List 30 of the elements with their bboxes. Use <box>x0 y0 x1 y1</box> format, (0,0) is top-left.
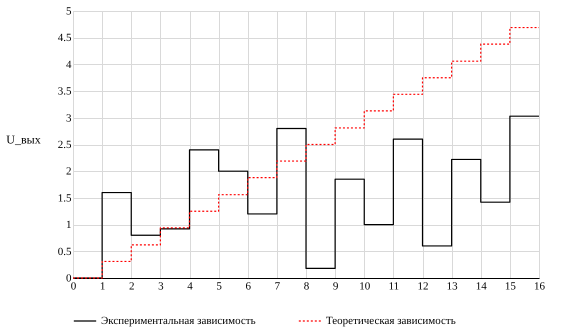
x-tick-label: 4 <box>187 280 194 292</box>
x-tick-label: 9 <box>332 280 339 292</box>
legend-label: Теоретическая зависимость <box>326 315 456 327</box>
x-tick-label: 14 <box>476 280 488 292</box>
x-tick-label: 16 <box>534 280 546 292</box>
y-tick-label: 2.5 <box>58 139 72 151</box>
x-tick-label: 8 <box>304 280 310 292</box>
x-tick-label: 15 <box>504 280 516 292</box>
y-tick-label: 1.5 <box>58 192 72 204</box>
legend-label: Экспериментальная зависимость <box>101 315 256 327</box>
x-tick-label: 1 <box>100 280 106 292</box>
x-tick-label: 11 <box>388 280 400 292</box>
y-tick-label: 3 <box>66 112 72 124</box>
y-tick-label: 4 <box>66 58 72 71</box>
x-tick-label: 3 <box>158 280 164 292</box>
x-tick-label: 12 <box>418 280 428 292</box>
y-tick-label: 2 <box>66 166 72 178</box>
x-tick-label: 5 <box>216 280 222 292</box>
x-tick-label: 13 <box>446 280 458 292</box>
x-tick-label: 6 <box>246 280 252 292</box>
y-tick-label: 1 <box>66 219 72 232</box>
y-axis-title: U_вых <box>6 132 41 146</box>
y-tick-label: 5 <box>66 6 72 18</box>
x-tick-label: 7 <box>274 280 281 292</box>
y-tick-label: 0 <box>66 272 72 284</box>
x-tick-label: 2 <box>129 280 134 292</box>
x-tick-label: 10 <box>359 280 371 292</box>
y-tick-label: 0.5 <box>58 246 72 258</box>
y-tick-label: 4.5 <box>58 32 72 44</box>
y-tick-label: 3.5 <box>58 86 72 98</box>
